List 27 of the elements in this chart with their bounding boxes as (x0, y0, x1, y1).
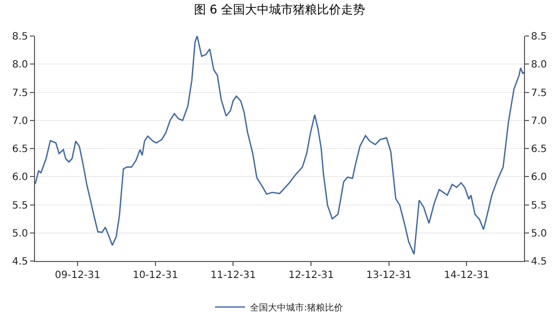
y-tick-label: 7.5 (12, 88, 28, 99)
x-tick-label: 13-12-31 (366, 270, 412, 281)
x-tick-label: 12-12-31 (288, 270, 334, 281)
legend-label: 全国大中城市:猪粮比价 (250, 302, 344, 314)
y-tick-label: 6.0 (12, 172, 28, 184)
y2-tick-label: 8.0 (531, 60, 547, 71)
y2-tick-label: 7.5 (531, 88, 547, 99)
x-tick-label: 10-12-31 (132, 270, 178, 281)
x-tick-label: 09-12-31 (54, 270, 100, 281)
y-tick-label: 4.5 (12, 256, 28, 268)
y2-tick-label: 7.0 (531, 116, 547, 127)
y-tick-label: 8.0 (12, 60, 28, 71)
y2-tick-label: 5.0 (531, 228, 547, 240)
y2-tick-label: 5.5 (531, 200, 547, 212)
line-series (35, 36, 524, 255)
y2-tick-label: 6.0 (531, 172, 547, 184)
y-tick-label: 5.5 (12, 200, 28, 212)
x-tick-label: 14-12-31 (444, 270, 490, 281)
chart-title: 图 6 全国大中城市猪粮比价走势 (194, 2, 366, 16)
y-tick-label: 5.0 (12, 228, 28, 240)
y2-tick-label: 8.5 (531, 32, 547, 42)
y2-tick-label: 6.5 (531, 144, 547, 155)
y-tick-label: 8.5 (12, 32, 28, 42)
y-tick-label: 7.0 (12, 116, 28, 127)
x-tick-label: 11-12-31 (210, 270, 256, 281)
y-tick-label: 6.5 (12, 144, 28, 155)
y2-tick-label: 4.5 (531, 256, 547, 268)
